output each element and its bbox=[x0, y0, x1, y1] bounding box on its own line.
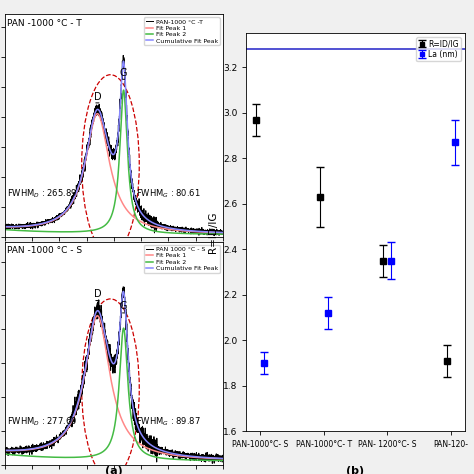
Fit Peak 1 bbox=[40, 221, 46, 227]
Fit Peak 2 bbox=[192, 231, 198, 237]
Fit Peak 1 bbox=[85, 350, 91, 356]
Text: PAN -1000 °C - S: PAN -1000 °C - S bbox=[7, 246, 82, 255]
PAN 1000 °C - S bbox=[210, 461, 215, 466]
Fit Peak 1 bbox=[216, 456, 221, 462]
Fit Peak 2 bbox=[95, 226, 100, 232]
Fit Peak 1 bbox=[27, 223, 32, 229]
Text: PAN -1000 °C - T: PAN -1000 °C - T bbox=[7, 18, 82, 27]
Fit Peak 2 bbox=[27, 453, 32, 459]
Cumulative Fit Peak bbox=[95, 107, 100, 112]
PAN-1000 °C -T bbox=[216, 229, 221, 235]
Fit Peak 1 bbox=[40, 444, 46, 450]
Fit Peak 2 bbox=[40, 228, 46, 234]
PAN 1000 °C - S bbox=[192, 456, 198, 461]
Cumulative Fit Peak bbox=[220, 230, 226, 236]
PAN 1000 °C - S bbox=[120, 284, 126, 290]
Fit Peak 2 bbox=[121, 87, 127, 93]
Cumulative Fit Peak bbox=[120, 58, 126, 64]
Fit Peak 1 bbox=[85, 144, 91, 149]
PAN-1000 °C -T bbox=[211, 233, 217, 238]
Fit Peak 2 bbox=[121, 325, 127, 331]
Fit Peak 2 bbox=[220, 458, 226, 464]
Cumulative Fit Peak bbox=[85, 347, 91, 353]
PAN 1000 °C - S bbox=[220, 453, 226, 458]
PAN-1000 °C -T bbox=[40, 222, 46, 228]
Line: PAN-1000 °C -T: PAN-1000 °C -T bbox=[5, 55, 223, 236]
Cumulative Fit Peak bbox=[216, 456, 221, 461]
Fit Peak 1 bbox=[2, 448, 8, 454]
Text: (a): (a) bbox=[105, 466, 123, 474]
Fit Peak 2 bbox=[216, 231, 221, 237]
Cumulative Fit Peak bbox=[27, 447, 32, 452]
Line: Cumulative Fit Peak: Cumulative Fit Peak bbox=[5, 292, 223, 458]
Cumulative Fit Peak bbox=[95, 308, 100, 313]
Text: G: G bbox=[120, 301, 128, 311]
Cumulative Fit Peak bbox=[216, 229, 221, 235]
Fit Peak 1 bbox=[94, 313, 100, 319]
PAN-1000 °C -T bbox=[95, 103, 100, 109]
PAN-1000 °C -T bbox=[220, 229, 226, 235]
Line: Fit Peak 1: Fit Peak 1 bbox=[5, 316, 223, 459]
Legend: PAN 1000 °C - S, Fit Peak 1, Fit Peak 2, Cumulative Fit Peak: PAN 1000 °C - S, Fit Peak 1, Fit Peak 2,… bbox=[144, 245, 219, 273]
Cumulative Fit Peak bbox=[2, 224, 8, 229]
Legend: PAN-1000 °C -T, Fit Peak 1, Fit Peak 2, Cumulative Fit Peak: PAN-1000 °C -T, Fit Peak 1, Fit Peak 2, … bbox=[144, 18, 219, 46]
Fit Peak 1 bbox=[192, 455, 198, 460]
Cumulative Fit Peak bbox=[220, 456, 226, 461]
Fit Peak 1 bbox=[95, 111, 100, 117]
PAN 1000 °C - S bbox=[95, 302, 100, 308]
Cumulative Fit Peak bbox=[2, 447, 8, 453]
Cumulative Fit Peak bbox=[120, 289, 126, 294]
PAN 1000 °C - S bbox=[85, 350, 91, 356]
Cumulative Fit Peak bbox=[192, 454, 198, 459]
Y-axis label: R=ID/IG: R=ID/IG bbox=[208, 211, 218, 253]
Fit Peak 1 bbox=[220, 456, 226, 462]
Cumulative Fit Peak bbox=[192, 228, 198, 234]
Fit Peak 2 bbox=[192, 457, 198, 463]
Fit Peak 1 bbox=[2, 224, 8, 230]
Text: FWHM$_D$ : 277.60: FWHM$_D$ : 277.60 bbox=[7, 416, 77, 428]
PAN 1000 °C - S bbox=[2, 445, 8, 450]
Text: FWHM$_G$ : 89.87: FWHM$_G$ : 89.87 bbox=[136, 416, 200, 428]
Legend: R=ID/IG, La (nm): R=ID/IG, La (nm) bbox=[416, 37, 461, 61]
Cumulative Fit Peak bbox=[40, 444, 46, 449]
Fit Peak 2 bbox=[85, 454, 91, 459]
Fit Peak 2 bbox=[216, 457, 221, 463]
Fit Peak 2 bbox=[40, 454, 46, 460]
Text: G: G bbox=[120, 68, 128, 78]
Cumulative Fit Peak bbox=[27, 223, 32, 228]
Fit Peak 1 bbox=[192, 229, 198, 235]
Fit Peak 2 bbox=[85, 228, 91, 234]
Text: (b): (b) bbox=[346, 466, 365, 474]
Line: Cumulative Fit Peak: Cumulative Fit Peak bbox=[5, 61, 223, 233]
Fit Peak 1 bbox=[27, 447, 32, 452]
PAN-1000 °C -T bbox=[27, 225, 32, 230]
Fit Peak 2 bbox=[95, 451, 100, 457]
PAN-1000 °C -T bbox=[120, 53, 126, 58]
Text: FWHM$_D$ : 265.89: FWHM$_D$ : 265.89 bbox=[7, 188, 77, 201]
Line: Fit Peak 2: Fit Peak 2 bbox=[5, 90, 223, 234]
PAN 1000 °C - S bbox=[40, 446, 46, 451]
Cumulative Fit Peak bbox=[40, 220, 46, 226]
Line: Fit Peak 1: Fit Peak 1 bbox=[5, 114, 223, 233]
Text: D: D bbox=[93, 91, 101, 102]
Cumulative Fit Peak bbox=[85, 141, 91, 147]
Line: PAN 1000 °C - S: PAN 1000 °C - S bbox=[5, 287, 223, 464]
Fit Peak 1 bbox=[220, 230, 226, 236]
PAN-1000 °C -T bbox=[2, 222, 8, 228]
PAN-1000 °C -T bbox=[85, 140, 91, 146]
Fit Peak 2 bbox=[2, 451, 8, 457]
PAN 1000 °C - S bbox=[216, 459, 221, 465]
Fit Peak 2 bbox=[220, 231, 226, 237]
Fit Peak 2 bbox=[27, 228, 32, 234]
Fit Peak 1 bbox=[94, 111, 100, 117]
Text: D: D bbox=[93, 289, 101, 299]
PAN 1000 °C - S bbox=[27, 447, 32, 453]
Text: FWHM$_G$ : 80.61: FWHM$_G$ : 80.61 bbox=[136, 188, 201, 201]
Line: Fit Peak 2: Fit Peak 2 bbox=[5, 328, 223, 461]
PAN-1000 °C -T bbox=[192, 227, 198, 233]
Fit Peak 2 bbox=[2, 227, 8, 232]
Fit Peak 1 bbox=[95, 313, 100, 319]
Fit Peak 1 bbox=[216, 230, 221, 236]
